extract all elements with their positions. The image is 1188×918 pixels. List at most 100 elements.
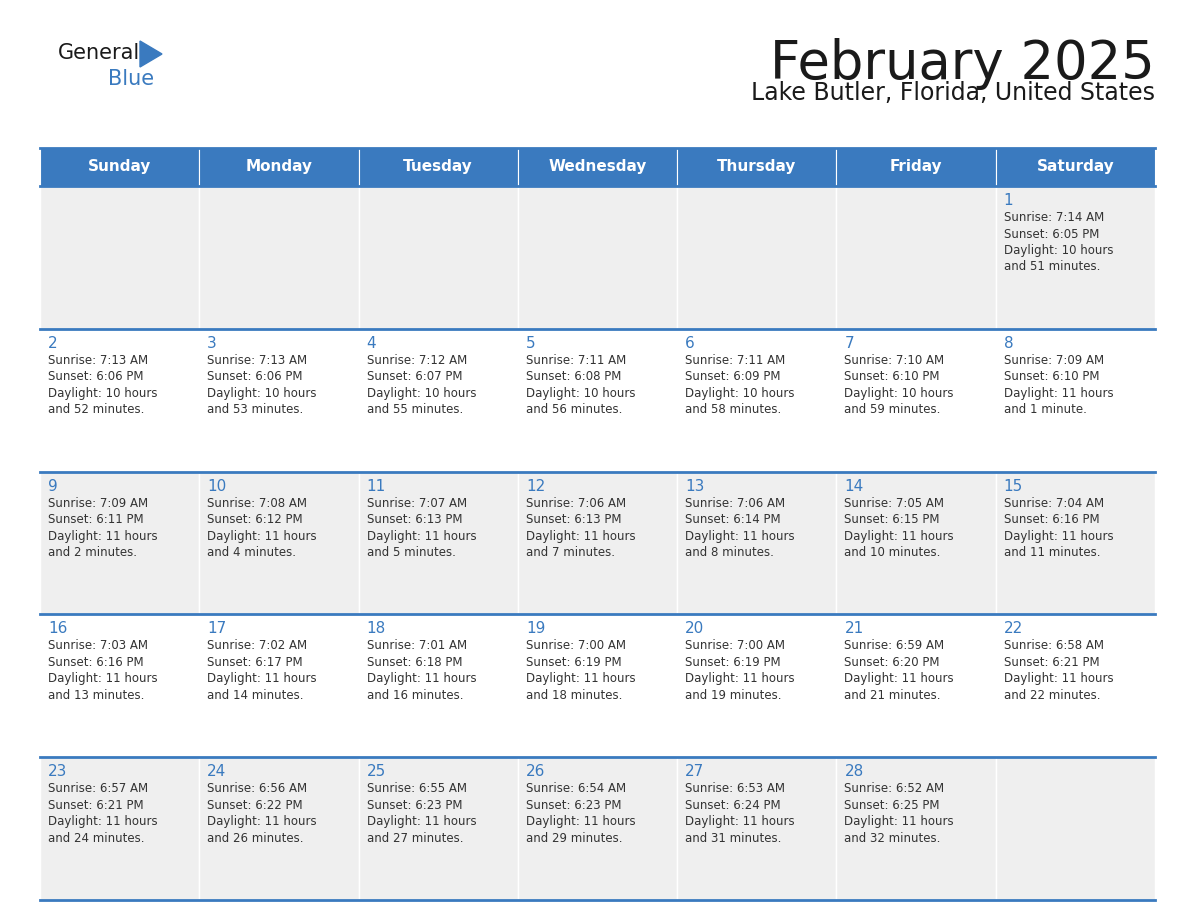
Bar bbox=[359, 472, 518, 614]
Text: 2: 2 bbox=[48, 336, 58, 351]
Text: Wednesday: Wednesday bbox=[549, 160, 646, 174]
Text: and 52 minutes.: and 52 minutes. bbox=[48, 403, 145, 416]
Text: Sunrise: 6:55 AM: Sunrise: 6:55 AM bbox=[367, 782, 467, 795]
Text: and 32 minutes.: and 32 minutes. bbox=[845, 832, 941, 845]
Text: Sunrise: 7:11 AM: Sunrise: 7:11 AM bbox=[526, 353, 626, 367]
Text: Daylight: 11 hours: Daylight: 11 hours bbox=[1004, 672, 1113, 686]
Bar bbox=[836, 186, 996, 329]
Text: and 22 minutes.: and 22 minutes. bbox=[1004, 688, 1100, 702]
Text: Daylight: 11 hours: Daylight: 11 hours bbox=[207, 530, 317, 543]
Text: Sunrise: 6:56 AM: Sunrise: 6:56 AM bbox=[207, 782, 308, 795]
Text: 19: 19 bbox=[526, 621, 545, 636]
Text: 14: 14 bbox=[845, 478, 864, 494]
Bar bbox=[518, 757, 677, 900]
Text: and 13 minutes.: and 13 minutes. bbox=[48, 688, 145, 702]
Text: and 18 minutes.: and 18 minutes. bbox=[526, 688, 623, 702]
Text: Daylight: 11 hours: Daylight: 11 hours bbox=[685, 672, 795, 686]
Text: Sunset: 6:14 PM: Sunset: 6:14 PM bbox=[685, 513, 781, 526]
Text: 20: 20 bbox=[685, 621, 704, 636]
Text: Daylight: 11 hours: Daylight: 11 hours bbox=[367, 815, 476, 828]
Bar bbox=[200, 614, 359, 757]
Bar bbox=[836, 472, 996, 614]
Text: and 7 minutes.: and 7 minutes. bbox=[526, 546, 615, 559]
Text: Daylight: 11 hours: Daylight: 11 hours bbox=[48, 815, 158, 828]
Text: 25: 25 bbox=[367, 764, 386, 779]
Text: and 1 minute.: and 1 minute. bbox=[1004, 403, 1087, 416]
Polygon shape bbox=[140, 41, 162, 67]
Text: Daylight: 10 hours: Daylight: 10 hours bbox=[367, 386, 476, 400]
Text: Sunset: 6:24 PM: Sunset: 6:24 PM bbox=[685, 799, 781, 812]
Text: Sunrise: 7:11 AM: Sunrise: 7:11 AM bbox=[685, 353, 785, 367]
Bar bbox=[518, 148, 677, 186]
Bar bbox=[518, 614, 677, 757]
Text: 1: 1 bbox=[1004, 193, 1013, 208]
Text: Sunrise: 7:14 AM: Sunrise: 7:14 AM bbox=[1004, 211, 1104, 224]
Text: 16: 16 bbox=[48, 621, 68, 636]
Bar bbox=[677, 757, 836, 900]
Text: Sunrise: 7:03 AM: Sunrise: 7:03 AM bbox=[48, 640, 148, 653]
Text: and 10 minutes.: and 10 minutes. bbox=[845, 546, 941, 559]
Text: Sunrise: 7:07 AM: Sunrise: 7:07 AM bbox=[367, 497, 467, 509]
Text: Daylight: 10 hours: Daylight: 10 hours bbox=[845, 386, 954, 400]
Text: Sunrise: 6:58 AM: Sunrise: 6:58 AM bbox=[1004, 640, 1104, 653]
Bar bbox=[836, 614, 996, 757]
Bar bbox=[518, 472, 677, 614]
Text: Sunset: 6:21 PM: Sunset: 6:21 PM bbox=[1004, 655, 1099, 669]
Text: Daylight: 10 hours: Daylight: 10 hours bbox=[1004, 244, 1113, 257]
Text: 17: 17 bbox=[207, 621, 227, 636]
Text: General: General bbox=[58, 43, 140, 63]
Bar bbox=[996, 614, 1155, 757]
Bar bbox=[200, 186, 359, 329]
Text: Daylight: 11 hours: Daylight: 11 hours bbox=[526, 815, 636, 828]
Text: Sunset: 6:25 PM: Sunset: 6:25 PM bbox=[845, 799, 940, 812]
Text: Daylight: 11 hours: Daylight: 11 hours bbox=[845, 815, 954, 828]
Text: Sunset: 6:11 PM: Sunset: 6:11 PM bbox=[48, 513, 144, 526]
Text: and 29 minutes.: and 29 minutes. bbox=[526, 832, 623, 845]
Text: Sunset: 6:18 PM: Sunset: 6:18 PM bbox=[367, 655, 462, 669]
Text: Sunset: 6:06 PM: Sunset: 6:06 PM bbox=[48, 370, 144, 384]
Text: Daylight: 10 hours: Daylight: 10 hours bbox=[48, 386, 158, 400]
Text: Sunset: 6:20 PM: Sunset: 6:20 PM bbox=[845, 655, 940, 669]
Text: Monday: Monday bbox=[246, 160, 312, 174]
Bar bbox=[359, 329, 518, 472]
Text: 5: 5 bbox=[526, 336, 536, 351]
Text: and 21 minutes.: and 21 minutes. bbox=[845, 688, 941, 702]
Text: Sunset: 6:13 PM: Sunset: 6:13 PM bbox=[367, 513, 462, 526]
Text: and 19 minutes.: and 19 minutes. bbox=[685, 688, 782, 702]
Bar bbox=[359, 614, 518, 757]
Text: Sunrise: 6:59 AM: Sunrise: 6:59 AM bbox=[845, 640, 944, 653]
Text: 12: 12 bbox=[526, 478, 545, 494]
Bar bbox=[518, 329, 677, 472]
Text: 22: 22 bbox=[1004, 621, 1023, 636]
Text: Daylight: 11 hours: Daylight: 11 hours bbox=[48, 672, 158, 686]
Text: Sunrise: 7:06 AM: Sunrise: 7:06 AM bbox=[685, 497, 785, 509]
Text: Sunset: 6:13 PM: Sunset: 6:13 PM bbox=[526, 513, 621, 526]
Text: Sunrise: 6:54 AM: Sunrise: 6:54 AM bbox=[526, 782, 626, 795]
Text: 6: 6 bbox=[685, 336, 695, 351]
Text: Sunrise: 7:04 AM: Sunrise: 7:04 AM bbox=[1004, 497, 1104, 509]
Text: Daylight: 11 hours: Daylight: 11 hours bbox=[207, 815, 317, 828]
Text: and 27 minutes.: and 27 minutes. bbox=[367, 832, 463, 845]
Text: Daylight: 11 hours: Daylight: 11 hours bbox=[1004, 386, 1113, 400]
Text: and 5 minutes.: and 5 minutes. bbox=[367, 546, 455, 559]
Bar bbox=[40, 472, 200, 614]
Text: and 55 minutes.: and 55 minutes. bbox=[367, 403, 463, 416]
Text: and 16 minutes.: and 16 minutes. bbox=[367, 688, 463, 702]
Text: Sunrise: 7:00 AM: Sunrise: 7:00 AM bbox=[526, 640, 626, 653]
Text: 9: 9 bbox=[48, 478, 58, 494]
Text: Sunset: 6:16 PM: Sunset: 6:16 PM bbox=[48, 655, 144, 669]
Text: Sunrise: 7:00 AM: Sunrise: 7:00 AM bbox=[685, 640, 785, 653]
Text: Sunset: 6:23 PM: Sunset: 6:23 PM bbox=[526, 799, 621, 812]
Text: Daylight: 11 hours: Daylight: 11 hours bbox=[1004, 530, 1113, 543]
Text: Lake Butler, Florida, United States: Lake Butler, Florida, United States bbox=[751, 81, 1155, 105]
Bar bbox=[40, 614, 200, 757]
Text: 26: 26 bbox=[526, 764, 545, 779]
Bar bbox=[40, 186, 200, 329]
Text: and 24 minutes.: and 24 minutes. bbox=[48, 832, 145, 845]
Text: 10: 10 bbox=[207, 478, 227, 494]
Text: and 11 minutes.: and 11 minutes. bbox=[1004, 546, 1100, 559]
Text: and 2 minutes.: and 2 minutes. bbox=[48, 546, 137, 559]
Bar bbox=[359, 148, 518, 186]
Text: Sunset: 6:06 PM: Sunset: 6:06 PM bbox=[207, 370, 303, 384]
Text: Sunset: 6:10 PM: Sunset: 6:10 PM bbox=[845, 370, 940, 384]
